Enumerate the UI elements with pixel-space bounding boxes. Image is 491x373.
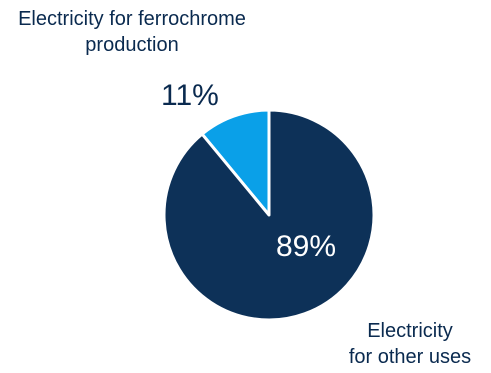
pie-slices <box>162 108 376 322</box>
pie-slice-other-uses <box>162 108 376 322</box>
data-label-ferrochrome: 11% <box>161 79 219 112</box>
slice-label-ferrochrome-line-1: Electricity for ferrochrome <box>18 8 246 30</box>
slice-label-other-uses-line-2: for other uses <box>348 346 472 368</box>
slice-label-ferrochrome-line-2: production <box>85 34 179 56</box>
slice-label-ferrochrome: Electricity for ferrochrome production <box>0 6 264 58</box>
slice-label-other-uses: Electricity for other uses <box>330 318 490 370</box>
data-label-other-uses: 89% <box>276 230 337 263</box>
slice-label-other-uses-line-1: Electricity <box>367 320 453 342</box>
